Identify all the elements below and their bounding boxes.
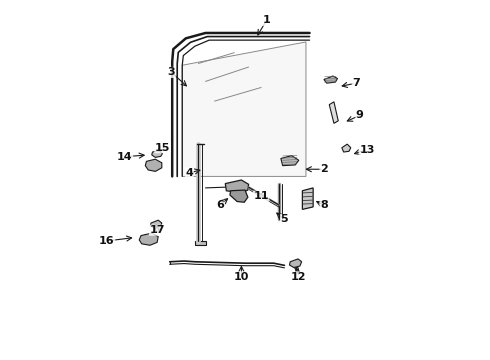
Text: 7: 7 — [352, 78, 360, 88]
Text: 16: 16 — [99, 236, 115, 246]
Text: 8: 8 — [320, 200, 328, 210]
Text: 14: 14 — [117, 152, 133, 162]
Text: 1: 1 — [263, 15, 270, 26]
Polygon shape — [290, 259, 302, 267]
Polygon shape — [152, 150, 163, 157]
Polygon shape — [230, 190, 248, 202]
Polygon shape — [281, 156, 299, 166]
Polygon shape — [155, 228, 159, 232]
Polygon shape — [195, 241, 206, 245]
Text: 5: 5 — [281, 215, 288, 224]
Text: 6: 6 — [216, 200, 224, 210]
Polygon shape — [342, 144, 351, 152]
Text: 10: 10 — [234, 272, 249, 282]
Text: 15: 15 — [155, 143, 170, 153]
Text: 11: 11 — [253, 191, 269, 201]
Text: 12: 12 — [291, 272, 307, 282]
Polygon shape — [324, 76, 338, 83]
Text: 17: 17 — [149, 225, 165, 235]
Polygon shape — [329, 102, 338, 123]
Polygon shape — [139, 233, 158, 245]
Polygon shape — [225, 180, 248, 193]
Polygon shape — [182, 42, 306, 176]
Text: 4: 4 — [186, 168, 194, 178]
Text: 13: 13 — [359, 144, 375, 154]
Polygon shape — [146, 159, 162, 171]
Text: 2: 2 — [320, 164, 328, 174]
Polygon shape — [302, 188, 313, 210]
Polygon shape — [150, 220, 162, 228]
Polygon shape — [294, 267, 299, 271]
Text: 3: 3 — [168, 67, 175, 77]
Text: 9: 9 — [356, 111, 364, 121]
